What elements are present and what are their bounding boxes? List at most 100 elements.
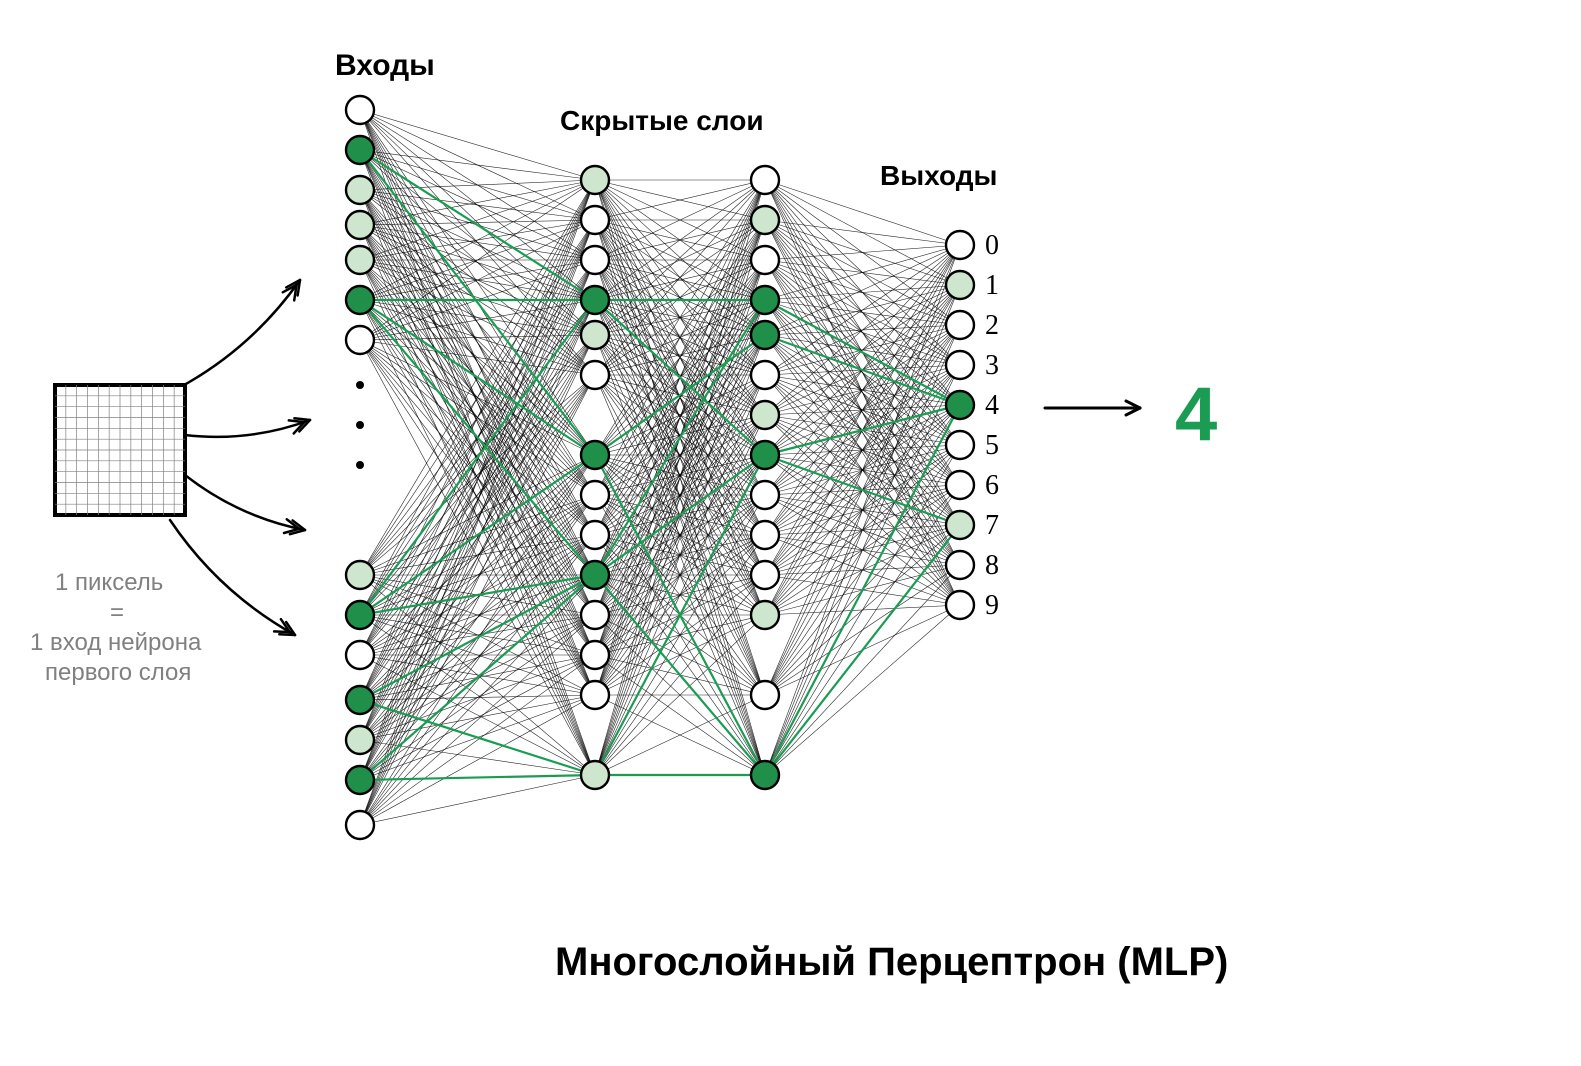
- neuron-hidden1-12: [581, 681, 609, 709]
- neuron-hidden1-3: [581, 286, 609, 314]
- neuron-hidden1-6: [581, 441, 609, 469]
- neuron-hidden1-13: [581, 761, 609, 789]
- edge: [360, 375, 595, 780]
- neuron-hidden1-1: [581, 206, 609, 234]
- label-output_digit: 4: [1175, 372, 1217, 457]
- label-title: Многослойный Перцептрон (MLP): [555, 940, 1228, 984]
- edge: [360, 150, 595, 180]
- neuron-output-6: [946, 471, 974, 499]
- edge: [360, 180, 595, 655]
- edge: [765, 220, 960, 245]
- edge: [360, 455, 595, 780]
- input-image: [55, 385, 185, 515]
- neuron-input_bottom-4: [346, 726, 374, 754]
- edge: [360, 575, 595, 825]
- neuron-output-8: [946, 551, 974, 579]
- neuron-input_bottom-2: [346, 641, 374, 669]
- output-label-9: 9: [985, 590, 999, 621]
- edge-active: [765, 335, 960, 405]
- output-label-0: 0: [985, 230, 999, 261]
- fan-arrow-0: [175, 280, 300, 390]
- ellipsis-dot: [356, 461, 364, 469]
- label-outputs: Выходы: [880, 160, 997, 191]
- neuron-input_bottom-6: [346, 811, 374, 839]
- neuron-hidden1-0: [581, 166, 609, 194]
- neuron-output-4: [946, 391, 974, 419]
- output-label-8: 8: [985, 550, 999, 581]
- neuron-hidden2-2: [751, 246, 779, 274]
- edge: [360, 535, 595, 780]
- neuron-hidden2-1: [751, 206, 779, 234]
- neuron-input_top-1: [346, 136, 374, 164]
- label-inputs: Входы: [335, 49, 435, 82]
- edge: [360, 300, 595, 340]
- neuron-hidden2-0: [751, 166, 779, 194]
- label-pixel_note_4: первого слоя: [45, 659, 191, 686]
- label-hidden: Скрытые слои: [560, 105, 764, 136]
- neuron-output-2: [946, 311, 974, 339]
- edge: [360, 775, 595, 825]
- neuron-hidden2-12: [751, 681, 779, 709]
- neuron-hidden2-7: [751, 441, 779, 469]
- fan-arrow-2: [185, 475, 305, 530]
- edge-active: [765, 525, 960, 775]
- neuron-hidden1-2: [581, 246, 609, 274]
- edges-normal: [360, 110, 960, 825]
- neuron-hidden1-4: [581, 321, 609, 349]
- labels: 0123456789ВходыСкрытые слоиВыходыМногосл…: [30, 49, 1228, 984]
- neuron-hidden2-3: [751, 286, 779, 314]
- output-label-3: 3: [985, 350, 999, 381]
- neuron-input_top-2: [346, 176, 374, 204]
- edge: [765, 285, 960, 775]
- fan-arrow-3: [170, 520, 295, 635]
- neuron-hidden1-8: [581, 521, 609, 549]
- edge: [360, 180, 595, 225]
- neuron-output-7: [946, 511, 974, 539]
- neuron-output-0: [946, 231, 974, 259]
- fan-arrow-1: [185, 420, 310, 437]
- neuron-hidden1-9: [581, 561, 609, 589]
- neuron-hidden1-11: [581, 641, 609, 669]
- edge: [765, 245, 960, 260]
- neuron-input_bottom-5: [346, 766, 374, 794]
- edge: [765, 365, 960, 775]
- neuron-hidden2-9: [751, 521, 779, 549]
- edge: [765, 445, 960, 775]
- edge: [360, 695, 595, 825]
- edge: [360, 535, 595, 825]
- neuron-hidden2-6: [751, 401, 779, 429]
- edge-active: [765, 455, 960, 525]
- neuron-output-9: [946, 591, 974, 619]
- output-label-1: 1: [985, 270, 999, 301]
- edge: [360, 180, 595, 700]
- neuron-hidden1-10: [581, 601, 609, 629]
- neuron-hidden2-11: [751, 601, 779, 629]
- neuron-input_top-4: [346, 246, 374, 274]
- neuron-input_bottom-0: [346, 561, 374, 589]
- neuron-input_bottom-1: [346, 601, 374, 629]
- edge-active: [360, 575, 595, 780]
- output-label-6: 6: [985, 470, 999, 501]
- neuron-hidden1-5: [581, 361, 609, 389]
- neuron-output-3: [946, 351, 974, 379]
- mlp-diagram: 0123456789ВходыСкрытые слоиВыходыМногосл…: [0, 0, 1581, 1066]
- edge: [765, 565, 960, 775]
- neuron-hidden2-10: [751, 561, 779, 589]
- neuron-input_top-5: [346, 286, 374, 314]
- output-label-4: 4: [985, 390, 999, 421]
- edge-active: [360, 300, 595, 455]
- edge: [360, 300, 595, 335]
- output-label-7: 7: [985, 510, 999, 541]
- neuron-hidden1-7: [581, 481, 609, 509]
- edge: [765, 285, 960, 615]
- edge: [360, 225, 595, 260]
- neuron-hidden2-4: [751, 321, 779, 349]
- edge: [360, 615, 595, 825]
- edge: [360, 180, 595, 190]
- edge: [765, 245, 960, 775]
- edge: [765, 245, 960, 300]
- neuron-hidden2-5: [751, 361, 779, 389]
- neuron-input_top-0: [346, 96, 374, 124]
- neuron-output-1: [946, 271, 974, 299]
- label-pixel_note_3: 1 вход нейрона: [30, 629, 202, 656]
